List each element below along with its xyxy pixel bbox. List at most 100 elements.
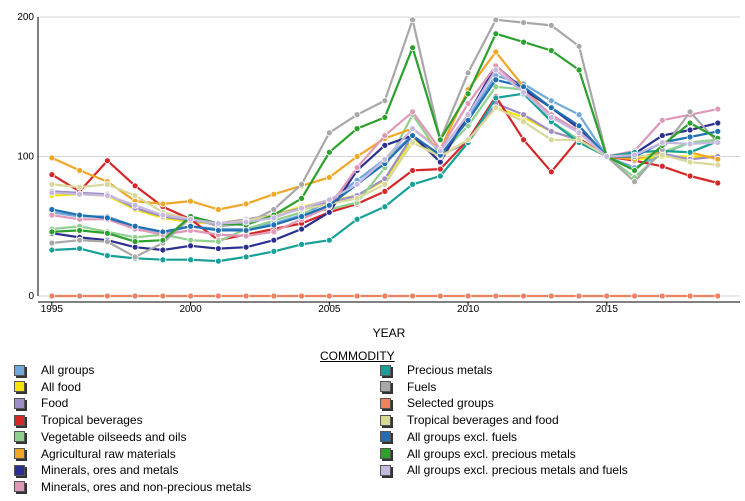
- data-point[interactable]: [714, 292, 722, 300]
- data-point[interactable]: [270, 247, 278, 255]
- data-point[interactable]: [48, 228, 56, 236]
- data-point[interactable]: [436, 136, 444, 144]
- data-point[interactable]: [159, 246, 167, 254]
- legend-item[interactable]: All groups excl. precious metals and fue…: [380, 462, 628, 478]
- data-point[interactable]: [381, 141, 389, 149]
- data-point[interactable]: [270, 190, 278, 198]
- data-point[interactable]: [547, 168, 555, 176]
- data-point[interactable]: [547, 114, 555, 121]
- data-point[interactable]: [214, 292, 222, 300]
- data-point[interactable]: [714, 155, 722, 163]
- data-point[interactable]: [381, 155, 389, 163]
- data-point[interactable]: [298, 240, 305, 248]
- data-point[interactable]: [159, 211, 167, 219]
- data-point[interactable]: [520, 83, 527, 91]
- data-point[interactable]: [187, 197, 195, 205]
- data-point[interactable]: [547, 292, 555, 300]
- legend-item[interactable]: All food: [14, 379, 81, 395]
- data-point[interactable]: [325, 196, 333, 204]
- data-point[interactable]: [464, 100, 472, 107]
- data-point[interactable]: [686, 140, 694, 148]
- data-point[interactable]: [436, 158, 444, 166]
- legend-item[interactable]: All groups excl. fuels: [380, 429, 517, 445]
- data-point[interactable]: [658, 139, 666, 146]
- data-point[interactable]: [686, 158, 694, 166]
- data-point[interactable]: [520, 111, 527, 119]
- data-point[interactable]: [103, 192, 111, 199]
- data-point[interactable]: [409, 125, 416, 133]
- data-point[interactable]: [353, 125, 361, 133]
- data-point[interactable]: [48, 189, 56, 197]
- legend-item[interactable]: Minerals, ores and metals: [14, 462, 178, 478]
- data-point[interactable]: [187, 292, 195, 300]
- data-point[interactable]: [381, 203, 389, 211]
- data-point[interactable]: [187, 236, 195, 244]
- data-point[interactable]: [270, 221, 278, 229]
- data-point[interactable]: [436, 165, 444, 173]
- data-point[interactable]: [76, 245, 84, 252]
- data-point[interactable]: [575, 122, 583, 130]
- data-point[interactable]: [103, 180, 111, 188]
- data-point[interactable]: [131, 238, 139, 245]
- data-point[interactable]: [353, 153, 361, 160]
- data-point[interactable]: [409, 16, 416, 24]
- data-point[interactable]: [76, 227, 84, 234]
- data-point[interactable]: [714, 119, 722, 127]
- data-point[interactable]: [547, 21, 555, 29]
- data-point[interactable]: [436, 172, 444, 180]
- data-point[interactable]: [48, 206, 56, 213]
- data-point[interactable]: [76, 236, 84, 244]
- data-point[interactable]: [409, 44, 416, 52]
- data-point[interactable]: [714, 127, 722, 135]
- data-point[interactable]: [48, 154, 56, 162]
- data-point[interactable]: [353, 164, 361, 172]
- data-point[interactable]: [187, 242, 195, 250]
- data-point[interactable]: [270, 236, 278, 244]
- legend-item[interactable]: Precious metals: [380, 362, 492, 378]
- data-point[interactable]: [131, 222, 139, 230]
- data-point[interactable]: [464, 111, 472, 119]
- data-point[interactable]: [325, 174, 333, 181]
- data-point[interactable]: [131, 201, 139, 209]
- data-point[interactable]: [492, 104, 500, 112]
- data-point[interactable]: [214, 238, 222, 245]
- data-point[interactable]: [242, 227, 250, 234]
- data-point[interactable]: [214, 227, 222, 234]
- data-point[interactable]: [575, 111, 583, 119]
- legend-item[interactable]: Food: [14, 395, 68, 411]
- data-point[interactable]: [325, 201, 333, 209]
- data-point[interactable]: [409, 139, 416, 146]
- data-point[interactable]: [103, 238, 111, 245]
- legend-item[interactable]: Minerals, ores and non-precious metals: [14, 479, 251, 495]
- data-point[interactable]: [686, 126, 694, 134]
- data-point[interactable]: [242, 232, 250, 240]
- data-point[interactable]: [159, 200, 167, 208]
- data-point[interactable]: [214, 220, 222, 227]
- data-point[interactable]: [686, 108, 694, 116]
- data-point[interactable]: [409, 180, 416, 188]
- data-point[interactable]: [686, 292, 694, 300]
- data-point[interactable]: [48, 211, 56, 219]
- data-point[interactable]: [159, 228, 167, 236]
- data-point[interactable]: [325, 208, 333, 216]
- data-point[interactable]: [242, 200, 250, 208]
- data-point[interactable]: [464, 69, 472, 77]
- data-point[interactable]: [353, 215, 361, 223]
- data-point[interactable]: [270, 214, 278, 222]
- data-point[interactable]: [381, 187, 389, 195]
- data-point[interactable]: [631, 292, 638, 300]
- data-point[interactable]: [492, 16, 500, 24]
- data-point[interactable]: [631, 151, 638, 159]
- data-point[interactable]: [298, 180, 305, 188]
- data-point[interactable]: [464, 136, 472, 144]
- legend-item[interactable]: Tropical beverages: [14, 412, 143, 428]
- data-point[interactable]: [492, 48, 500, 56]
- data-point[interactable]: [409, 132, 416, 139]
- data-point[interactable]: [76, 211, 84, 219]
- data-point[interactable]: [353, 180, 361, 188]
- data-point[interactable]: [381, 180, 389, 188]
- data-point[interactable]: [381, 292, 389, 300]
- data-point[interactable]: [381, 114, 389, 121]
- data-point[interactable]: [48, 292, 56, 300]
- data-point[interactable]: [436, 292, 444, 300]
